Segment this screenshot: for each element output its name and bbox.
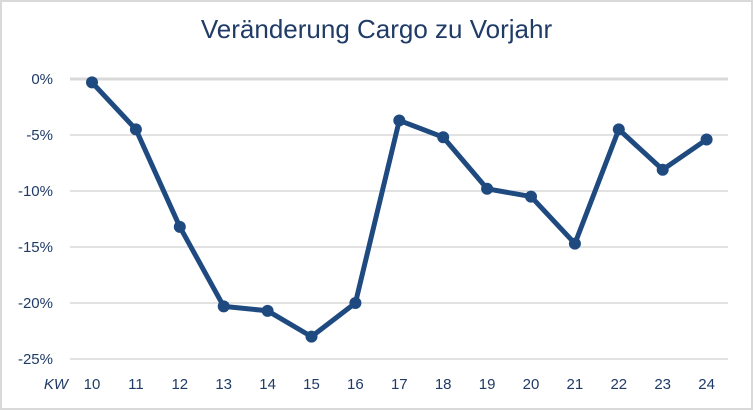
x-tick-label: 19 [479,376,496,393]
x-tick-label: 16 [347,376,364,393]
data-point [393,114,406,127]
x-tick-label: 18 [435,376,452,393]
y-tick-label: -20% [18,295,53,312]
y-tick-label: 0% [31,71,53,88]
x-tick-label: 17 [391,376,408,393]
x-tick-label: 12 [171,376,188,393]
data-point [481,182,494,195]
x-tick-label: 14 [259,376,276,393]
data-point [261,304,274,317]
x-tick-label: 15 [303,376,320,393]
data-point [305,330,318,343]
x-tick-label: 21 [567,376,584,393]
data-point [217,300,230,313]
x-axis-title: KW [44,376,70,393]
x-tick-label: 23 [654,376,671,393]
data-point [700,133,713,146]
x-axis-labels: KW 10 11 12 13 14 15 16 17 18 19 20 21 22 23 24 [44,376,715,393]
x-tick-label: 11 [128,376,144,393]
data-point [173,220,186,233]
x-tick-label: 22 [610,376,627,393]
y-tick-label: -25% [18,351,53,368]
data-point [525,190,537,203]
data-point [86,76,98,89]
y-tick-label: -10% [18,183,53,200]
data-markers [86,76,713,343]
data-point [437,131,450,144]
data-point [612,123,625,136]
x-tick-label: 24 [698,376,715,393]
gridlines [70,77,728,360]
y-axis-labels: 0% -5% -10% -15% -20% -25% [18,71,53,368]
data-point [568,237,581,250]
data-point [349,297,362,309]
chart-title: Veränderung Cargo zu Vorjahr [200,14,553,44]
x-tick-label: 13 [215,376,232,393]
y-tick-label: -5% [26,127,53,144]
x-tick-label: 20 [523,376,540,393]
x-tick-label: 10 [84,376,101,393]
y-tick-label: -15% [18,239,53,256]
data-point [656,163,669,176]
data-point [129,123,142,136]
